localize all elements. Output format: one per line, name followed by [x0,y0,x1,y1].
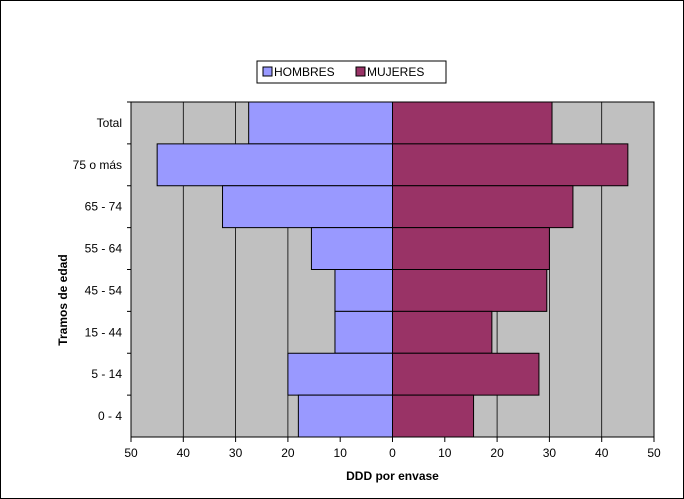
legend-box [256,60,447,84]
legend-label-mujeres: MUJERES [367,65,424,79]
x-tick-label: 50 [647,446,661,460]
y-tick-label: Total [97,116,122,130]
legend: HOMBRES MUJERES [256,60,447,84]
y-tick-label: 15 - 44 [85,325,123,339]
bar-hombres-6 [334,310,393,354]
bar-mujeres-7 [392,352,540,396]
legend-swatch-hombres [262,66,273,77]
x-axis: 50 40 30 20 10 0 10 20 30 40 50 [124,436,661,460]
bar-hombres-4 [310,227,393,270]
x-axis-title: DDD por envase [346,469,439,483]
x-tick-label: 20 [490,446,504,460]
bar-hombres-8 [297,394,393,438]
x-tick-label: 40 [595,446,609,460]
x-tick-label: 20 [281,446,295,460]
bar-hombres-1 [248,101,393,145]
x-tick-label: 30 [543,446,557,460]
bars [156,101,629,438]
bar-hombres-5 [334,269,393,312]
y-tick-label: 0 - 4 [98,409,122,423]
y-axis-title: Tramos de edad [56,254,70,345]
y-tick-label: 5 - 14 [91,367,122,381]
bar-mujeres-8 [392,394,475,438]
bar-hombres-3 [222,185,393,229]
bar-mujeres-2 [392,143,629,187]
y-tick-label: 45 - 54 [85,283,123,297]
x-tick-label: 30 [229,446,243,460]
x-tick-label: 10 [334,446,348,460]
legend-swatch-mujeres [355,66,366,77]
y-axis: Total 75 o más 65 - 74 55 - 64 45 - 54 15 - 4… [73,101,132,437]
legend-label-hombres: HOMBRES [274,65,335,79]
bar-mujeres-4 [392,227,550,270]
bar-hombres-7 [287,352,393,396]
bar-mujeres-1 [392,101,553,145]
bar-mujeres-5 [392,269,548,312]
bar-hombres-2 [156,143,393,187]
bar-mujeres-3 [392,185,574,229]
bar-mujeres-6 [392,310,493,354]
x-tick-label: 10 [438,446,452,460]
y-tick-label: 55 - 64 [85,242,123,256]
y-tick-label: 75 o más [73,158,122,172]
y-tick-label: 65 - 74 [85,200,123,214]
x-tick-label: 50 [124,446,138,460]
x-tick-label: 40 [177,446,191,460]
x-tick-label: 0 [389,446,396,460]
